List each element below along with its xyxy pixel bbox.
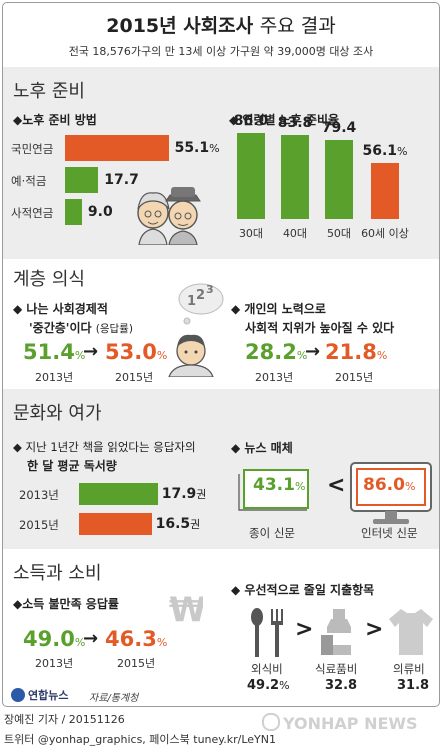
bar-value-label: 86.0 [233, 113, 269, 129]
thinking-person-icon: 1 2 3 [168, 283, 224, 377]
svg-text:2: 2 [196, 288, 205, 303]
bar-category-label: 60세 이상 [361, 227, 409, 240]
svg-text:₩: ₩ [169, 590, 203, 629]
bar-category-label: 40대 [282, 227, 308, 240]
page-subtitle: 전국 18,576가구의 만 13세 이상 가구원 약 39,000명 대상 조… [68, 45, 374, 58]
bar-category-label: 30대 [238, 227, 264, 240]
won-icon: ₩ [169, 590, 203, 629]
spending-item-value: 49.2% [247, 678, 290, 693]
retirement-panel [3, 67, 439, 259]
spending-cut-title: ◆ 우선적으로 줄일 지출항목 [231, 583, 375, 597]
internet-value: 86.0% [363, 475, 416, 495]
unit-label: % [209, 142, 220, 155]
unit-label: 권 [190, 518, 201, 531]
section-title-retirement: 노후 준비 [13, 81, 85, 102]
spending-item-label: 식료품비 [315, 662, 358, 676]
newspaper-icon [238, 474, 307, 511]
bar-category-label: 2015년 [19, 518, 59, 532]
year-label-2013: 2013년 [35, 371, 74, 384]
spending-item-label: 의류비 [393, 662, 425, 676]
watermark: YONHAP NEWS [262, 713, 418, 733]
age-readiness-title: ◆ 연령별 노후 준비율 [229, 113, 340, 127]
bar-category-label: 2013년 [19, 488, 59, 502]
infographic-card: 2015년 사회조사 주요 결과 전국 18,576가구의 만 13세 이상 가… [2, 2, 440, 707]
yonhap-logo-icon [11, 688, 25, 702]
bar-value-label: 55.1% [174, 140, 220, 156]
income-dissatisfaction-title: ◆소득 불만족 응답률 [13, 597, 119, 611]
effort-2013: 28.2% [245, 340, 308, 364]
less-than-sign: < [327, 473, 346, 498]
news-media-title: ◆ 뉴스 매체 [231, 441, 293, 455]
bar [65, 135, 169, 161]
reading-question-2: 한 달 평균 독서량 [27, 459, 117, 473]
bar [325, 139, 353, 219]
grocery-icon [321, 609, 351, 655]
bar-value-label: 16.5권 [155, 516, 201, 532]
bar-value-label: 83.8 [277, 115, 313, 132]
bar-value-label: 79.4 [321, 119, 357, 136]
year-label-2015: 2015년 [117, 657, 156, 670]
svg-text:1: 1 [187, 294, 196, 309]
yonhap-logo: 연합뉴스 [11, 687, 68, 703]
bar-category-label: 예·적금 [11, 174, 47, 188]
middle-class-2015: 53.0% [105, 340, 168, 364]
unit-label: 권 [196, 488, 207, 501]
effort-2015: 21.8% [325, 340, 388, 364]
middle-class-question-2: '중간층'이다 (응답률) [29, 321, 133, 335]
newspaper-box [243, 469, 309, 509]
shirt-icon [389, 609, 433, 655]
section-title-culture: 문화와 여가 [13, 403, 102, 424]
social-line: 트위터 @yonhap_graphics, 페이스북 tuney.kr/LeYN… [4, 733, 276, 746]
middle-class-question-1: ◆ 나는 사회경제적 [13, 302, 108, 316]
bar-value-label: 17.7 [104, 172, 139, 188]
bar-category-label: 국민연금 [11, 142, 54, 156]
section-title-income: 소득과 소비 [13, 563, 102, 584]
monitor-icon [350, 462, 432, 524]
arrow-icon: → [83, 628, 99, 649]
elderly-couple-icon [137, 187, 201, 245]
watermark-icon [262, 713, 280, 731]
bar [79, 483, 158, 505]
bar [65, 167, 99, 193]
bar-category-label: 50대 [326, 227, 352, 240]
source-text: 자료/통계청 [89, 693, 139, 704]
bar-value-label: 9.0 [87, 204, 113, 220]
greater-than-sign: > [295, 617, 314, 642]
fork-spoon-icon [251, 608, 283, 657]
year-label-2015: 2015년 [115, 371, 154, 384]
retirement-methods-title: ◆노후 준비 방법 [13, 113, 97, 127]
bar [65, 199, 82, 225]
internet-label: 인터넷 신문 [361, 526, 418, 540]
bar [281, 135, 309, 219]
dissatisfaction-2013: 49.0% [23, 627, 86, 651]
greater-than-sign: > [365, 617, 384, 642]
year-label-2015: 2015년 [335, 371, 374, 384]
spending-item-value: 32.8 [325, 678, 358, 693]
bar-category-label: 사적연금 [11, 206, 54, 220]
arrow-icon: → [305, 341, 321, 362]
bar [237, 133, 265, 219]
reading-question-1: ◆ 지난 1년간 책을 읽었다는 응답자의 [13, 440, 196, 454]
effort-question-1: ◆ 개인의 노력으로 [231, 302, 326, 316]
svg-text:3: 3 [206, 283, 214, 296]
bar [79, 513, 152, 535]
bar-value-label: 56.1% [362, 142, 408, 159]
bar [371, 162, 399, 219]
unit-label: % [397, 144, 408, 158]
section-title-class: 계층 의식 [13, 269, 85, 290]
arrow-icon: → [83, 341, 99, 362]
reporter-line: 장예진 기자 / 20151126 [4, 713, 125, 726]
logo-text: 연합뉴스 [28, 689, 69, 702]
spending-item-value: 31.8 [397, 678, 430, 693]
middle-class-2013: 51.4% [23, 340, 86, 364]
effort-question-2: 사회적 지위가 높아질 수 있다 [245, 321, 395, 335]
bar-value-label: 17.9권 [161, 486, 207, 502]
page-title: 2015년 사회조사 주요 결과 [106, 15, 336, 37]
newspaper-label: 종이 신문 [249, 526, 295, 540]
spending-item-label: 외식비 [251, 662, 283, 676]
year-label-2013: 2013년 [35, 657, 74, 670]
dissatisfaction-2015: 46.3% [105, 627, 168, 651]
year-label-2013: 2013년 [255, 371, 294, 384]
newspaper-value: 43.1% [253, 475, 306, 495]
